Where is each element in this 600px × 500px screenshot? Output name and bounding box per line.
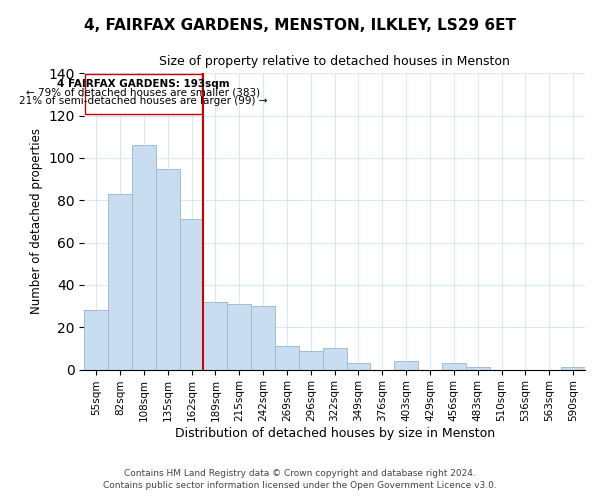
Bar (347, 363, 370, 370)
Bar (323, 348, 347, 370)
Bar (156, 168, 179, 370)
Bar (275, 346, 299, 370)
Text: 21% of semi-detached houses are larger (99) →: 21% of semi-detached houses are larger (… (19, 96, 268, 106)
Text: Contains HM Land Registry data © Crown copyright and database right 2024.
Contai: Contains HM Land Registry data © Crown c… (103, 468, 497, 490)
Bar (466, 368, 490, 370)
Bar (394, 361, 418, 370)
Bar (84, 310, 108, 370)
Bar (203, 302, 227, 370)
Bar (132, 146, 156, 370)
Text: ← 79% of detached houses are smaller (383): ← 79% of detached houses are smaller (38… (26, 87, 260, 97)
Bar (251, 306, 275, 370)
Y-axis label: Number of detached properties: Number of detached properties (29, 128, 43, 314)
X-axis label: Distribution of detached houses by size in Menston: Distribution of detached houses by size … (175, 427, 494, 440)
Bar (442, 363, 466, 370)
Bar (561, 368, 585, 370)
Title: Size of property relative to detached houses in Menston: Size of property relative to detached ho… (159, 55, 510, 68)
Bar (108, 194, 132, 370)
Text: 4, FAIRFAX GARDENS, MENSTON, ILKLEY, LS29 6ET: 4, FAIRFAX GARDENS, MENSTON, ILKLEY, LS2… (84, 18, 516, 32)
Text: 4 FAIRFAX GARDENS: 193sqm: 4 FAIRFAX GARDENS: 193sqm (57, 78, 230, 88)
FancyBboxPatch shape (85, 74, 202, 114)
Bar (179, 220, 203, 370)
Bar (227, 304, 251, 370)
Bar (299, 350, 323, 370)
